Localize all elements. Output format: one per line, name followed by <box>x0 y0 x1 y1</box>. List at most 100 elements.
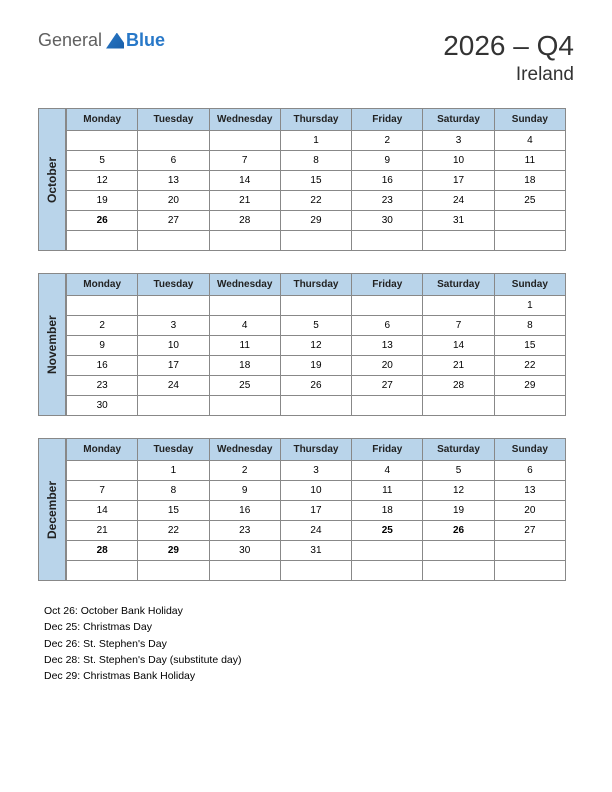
calendar-table: MondayTuesdayWednesdayThursdayFridaySatu… <box>66 273 566 416</box>
day-cell <box>138 561 209 581</box>
day-cell <box>352 561 423 581</box>
day-header: Thursday <box>280 109 351 131</box>
day-cell <box>280 296 351 316</box>
month-tab: October <box>38 108 66 251</box>
day-cell: 19 <box>67 191 138 211</box>
day-cell: 26 <box>423 521 494 541</box>
table-row: 14151617181920 <box>67 501 566 521</box>
day-cell <box>494 211 565 231</box>
day-header: Sunday <box>494 439 565 461</box>
day-cell: 23 <box>67 376 138 396</box>
day-cell: 18 <box>209 356 280 376</box>
day-cell: 12 <box>67 171 138 191</box>
holiday-entry: Dec 29: Christmas Bank Holiday <box>44 668 574 684</box>
day-cell: 29 <box>280 211 351 231</box>
day-header: Tuesday <box>138 274 209 296</box>
day-cell: 9 <box>352 151 423 171</box>
day-cell: 20 <box>138 191 209 211</box>
table-row: 1 <box>67 296 566 316</box>
calendar-table: MondayTuesdayWednesdayThursdayFridaySatu… <box>66 438 566 581</box>
day-cell: 21 <box>67 521 138 541</box>
day-cell: 10 <box>423 151 494 171</box>
table-row: 9101112131415 <box>67 336 566 356</box>
day-cell: 12 <box>280 336 351 356</box>
month-block: OctoberMondayTuesdayWednesdayThursdayFri… <box>38 108 574 251</box>
day-cell: 21 <box>209 191 280 211</box>
day-cell <box>138 296 209 316</box>
day-cell <box>280 396 351 416</box>
day-cell: 9 <box>67 336 138 356</box>
title-block: 2026 – Q4 Ireland <box>443 30 574 86</box>
day-cell: 16 <box>352 171 423 191</box>
day-cell: 13 <box>494 481 565 501</box>
day-cell: 8 <box>494 316 565 336</box>
day-cell: 30 <box>352 211 423 231</box>
day-cell: 11 <box>494 151 565 171</box>
day-cell <box>209 296 280 316</box>
day-cell: 18 <box>352 501 423 521</box>
day-cell: 17 <box>138 356 209 376</box>
month-wrap: DecemberMondayTuesdayWednesdayThursdayFr… <box>38 438 574 581</box>
day-cell: 5 <box>423 461 494 481</box>
day-cell: 1 <box>138 461 209 481</box>
table-row: 2345678 <box>67 316 566 336</box>
day-cell <box>352 231 423 251</box>
month-block: DecemberMondayTuesdayWednesdayThursdayFr… <box>38 438 574 581</box>
day-cell: 6 <box>138 151 209 171</box>
day-cell: 27 <box>494 521 565 541</box>
day-cell <box>209 561 280 581</box>
day-cell: 8 <box>138 481 209 501</box>
day-cell <box>352 541 423 561</box>
day-cell: 11 <box>352 481 423 501</box>
day-cell: 25 <box>494 191 565 211</box>
day-cell: 17 <box>423 171 494 191</box>
table-row: 123456 <box>67 461 566 481</box>
day-cell: 23 <box>209 521 280 541</box>
day-cell <box>67 461 138 481</box>
day-header: Tuesday <box>138 439 209 461</box>
day-cell: 22 <box>494 356 565 376</box>
table-row: 19202122232425 <box>67 191 566 211</box>
day-cell: 15 <box>280 171 351 191</box>
day-cell: 25 <box>352 521 423 541</box>
day-cell: 24 <box>138 376 209 396</box>
day-cell: 4 <box>352 461 423 481</box>
day-header: Wednesday <box>209 109 280 131</box>
day-cell <box>209 231 280 251</box>
day-cell <box>352 296 423 316</box>
holiday-entry: Dec 25: Christmas Day <box>44 619 574 635</box>
day-cell: 25 <box>209 376 280 396</box>
day-cell: 3 <box>280 461 351 481</box>
day-cell: 5 <box>67 151 138 171</box>
day-cell: 29 <box>494 376 565 396</box>
day-cell <box>494 396 565 416</box>
day-cell: 14 <box>423 336 494 356</box>
day-header: Thursday <box>280 439 351 461</box>
day-cell: 10 <box>280 481 351 501</box>
logo-text-blue: Blue <box>126 30 165 51</box>
day-cell: 7 <box>67 481 138 501</box>
day-cell: 11 <box>209 336 280 356</box>
table-row: 78910111213 <box>67 481 566 501</box>
day-cell <box>138 396 209 416</box>
table-row: 16171819202122 <box>67 356 566 376</box>
day-cell <box>209 131 280 151</box>
holiday-entry: Dec 26: St. Stephen's Day <box>44 636 574 652</box>
day-cell <box>494 231 565 251</box>
month-wrap: NovemberMondayTuesdayWednesdayThursdayFr… <box>38 273 574 416</box>
logo-shape-icon <box>106 33 124 49</box>
table-row: 21222324252627 <box>67 521 566 541</box>
day-cell <box>209 396 280 416</box>
day-cell: 19 <box>423 501 494 521</box>
day-cell: 4 <box>209 316 280 336</box>
day-cell: 24 <box>280 521 351 541</box>
day-cell: 14 <box>67 501 138 521</box>
day-header: Wednesday <box>209 274 280 296</box>
holiday-entry: Oct 26: October Bank Holiday <box>44 603 574 619</box>
day-cell: 2 <box>352 131 423 151</box>
day-cell: 23 <box>352 191 423 211</box>
table-row: 28293031 <box>67 541 566 561</box>
day-cell: 5 <box>280 316 351 336</box>
day-cell <box>67 561 138 581</box>
day-cell: 1 <box>494 296 565 316</box>
